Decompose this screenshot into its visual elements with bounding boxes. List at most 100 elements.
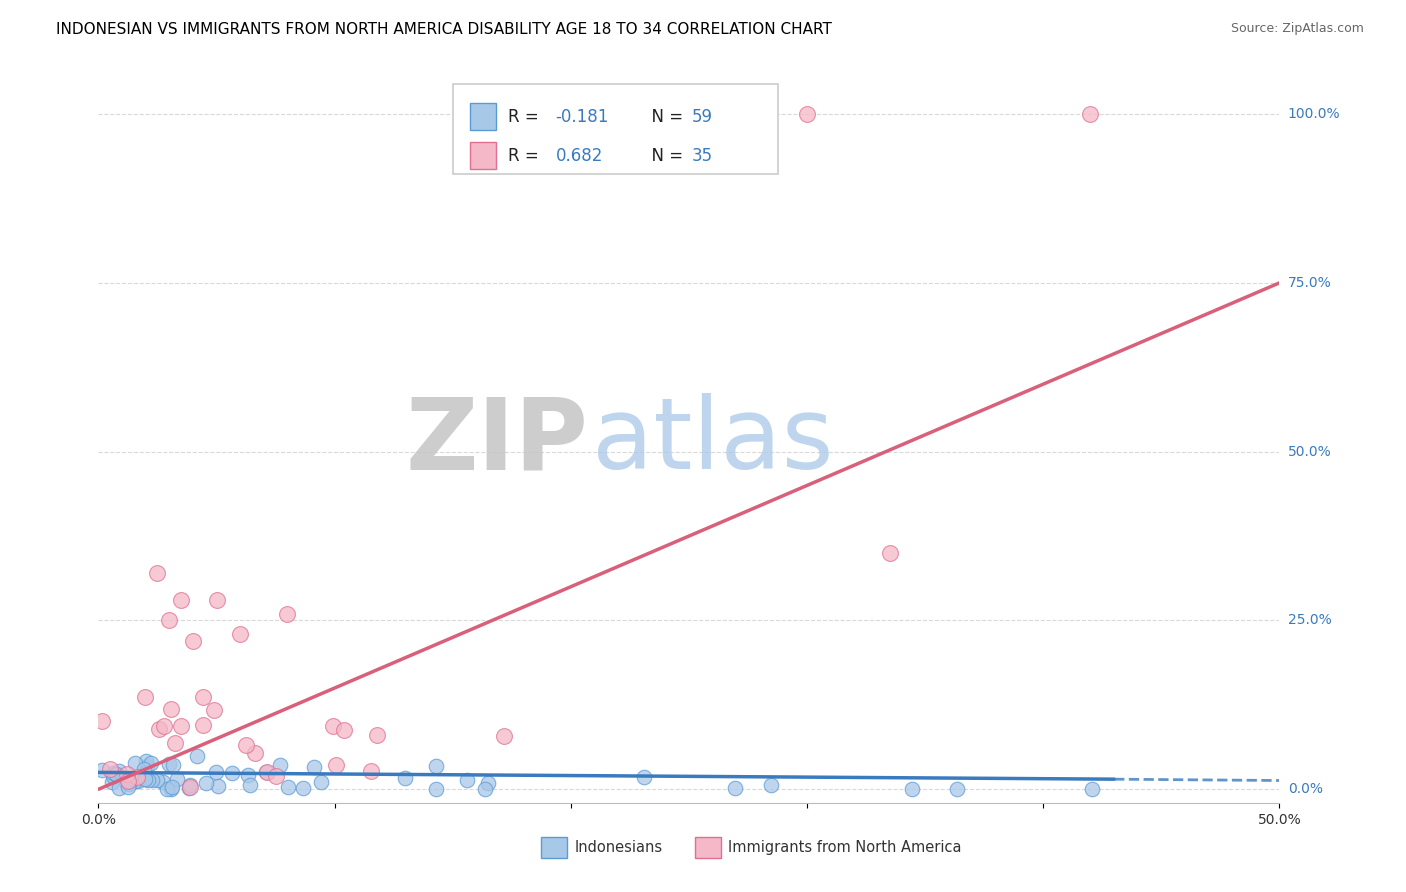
Point xyxy=(239,778,262,792)
Point xyxy=(105,767,128,781)
Point xyxy=(146,773,169,788)
Text: 25.0%: 25.0% xyxy=(1288,614,1331,627)
Point xyxy=(139,756,162,770)
FancyBboxPatch shape xyxy=(471,142,496,169)
Point xyxy=(205,764,228,779)
Point xyxy=(135,772,157,786)
Point xyxy=(205,593,228,607)
Text: Indonesians: Indonesians xyxy=(575,840,662,855)
Point xyxy=(456,773,478,788)
Point xyxy=(124,773,146,788)
Point xyxy=(229,627,252,641)
Point xyxy=(494,729,516,743)
Point xyxy=(127,774,149,789)
Point xyxy=(221,766,243,780)
Point xyxy=(118,777,141,791)
Point xyxy=(276,607,298,621)
FancyBboxPatch shape xyxy=(453,84,778,174)
Text: N =: N = xyxy=(641,108,688,126)
Point xyxy=(134,690,156,704)
Point xyxy=(127,770,149,784)
Point xyxy=(117,780,139,794)
Point xyxy=(90,714,112,729)
Point xyxy=(166,772,188,786)
FancyBboxPatch shape xyxy=(471,103,496,130)
Point xyxy=(633,770,655,784)
Point xyxy=(425,782,447,797)
Point xyxy=(132,762,155,776)
Point xyxy=(157,614,180,628)
FancyBboxPatch shape xyxy=(695,838,721,858)
Point xyxy=(235,738,257,752)
Point xyxy=(104,766,127,780)
Point xyxy=(169,719,191,733)
Point xyxy=(277,780,299,794)
Point xyxy=(114,774,136,789)
Point xyxy=(204,703,226,717)
Point xyxy=(264,769,287,783)
Point xyxy=(724,780,747,795)
Text: R =: R = xyxy=(508,108,544,126)
Point xyxy=(761,778,783,792)
Text: 50.0%: 50.0% xyxy=(1288,445,1331,458)
Point xyxy=(325,758,347,772)
Point xyxy=(302,760,325,774)
Text: -0.181: -0.181 xyxy=(555,108,609,126)
Point xyxy=(115,767,138,781)
Point xyxy=(91,764,114,778)
Point xyxy=(1080,107,1102,121)
Point xyxy=(162,758,184,772)
Point xyxy=(115,772,138,786)
Point xyxy=(477,776,499,790)
Point xyxy=(101,775,124,789)
Point xyxy=(101,766,124,780)
Text: Source: ZipAtlas.com: Source: ZipAtlas.com xyxy=(1230,22,1364,36)
Point xyxy=(152,775,174,789)
Point xyxy=(322,719,344,733)
Text: 59: 59 xyxy=(692,108,713,126)
Point xyxy=(236,767,259,781)
Point xyxy=(138,773,160,788)
Point xyxy=(108,781,131,796)
Point xyxy=(256,765,278,780)
Point xyxy=(141,773,163,788)
Point xyxy=(148,722,170,736)
Point xyxy=(101,769,124,783)
Point xyxy=(394,771,416,785)
Point xyxy=(179,778,201,792)
Point xyxy=(170,593,193,607)
Point xyxy=(291,780,314,795)
Point xyxy=(160,702,183,716)
Point xyxy=(163,736,186,750)
Point xyxy=(254,764,277,779)
Point xyxy=(901,782,924,797)
Point xyxy=(309,775,332,789)
Point xyxy=(186,749,208,764)
Text: N =: N = xyxy=(641,146,688,165)
Point xyxy=(152,719,174,733)
Point xyxy=(425,759,447,773)
Point xyxy=(946,782,969,797)
Point xyxy=(194,775,217,789)
Text: ZIP: ZIP xyxy=(406,393,589,490)
Point xyxy=(157,756,180,771)
Point xyxy=(193,690,215,704)
Point xyxy=(366,728,388,742)
Point xyxy=(135,754,157,768)
Point xyxy=(191,718,214,732)
Text: 0.682: 0.682 xyxy=(555,146,603,165)
Point xyxy=(117,773,139,788)
Point xyxy=(1081,782,1104,797)
Point xyxy=(243,746,266,760)
Point xyxy=(156,782,179,797)
Point xyxy=(136,759,159,773)
Text: 0.0%: 0.0% xyxy=(1288,782,1323,797)
Point xyxy=(474,782,496,797)
Point xyxy=(98,762,121,776)
Point xyxy=(879,546,901,560)
Point xyxy=(796,107,818,121)
Point xyxy=(179,780,201,795)
Text: 100.0%: 100.0% xyxy=(1288,107,1340,121)
Point xyxy=(333,723,356,737)
Text: INDONESIAN VS IMMIGRANTS FROM NORTH AMERICA DISABILITY AGE 18 TO 34 CORRELATION : INDONESIAN VS IMMIGRANTS FROM NORTH AMER… xyxy=(56,22,832,37)
